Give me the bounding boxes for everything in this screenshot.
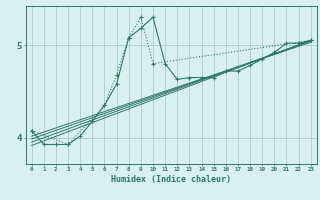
X-axis label: Humidex (Indice chaleur): Humidex (Indice chaleur) xyxy=(111,175,231,184)
